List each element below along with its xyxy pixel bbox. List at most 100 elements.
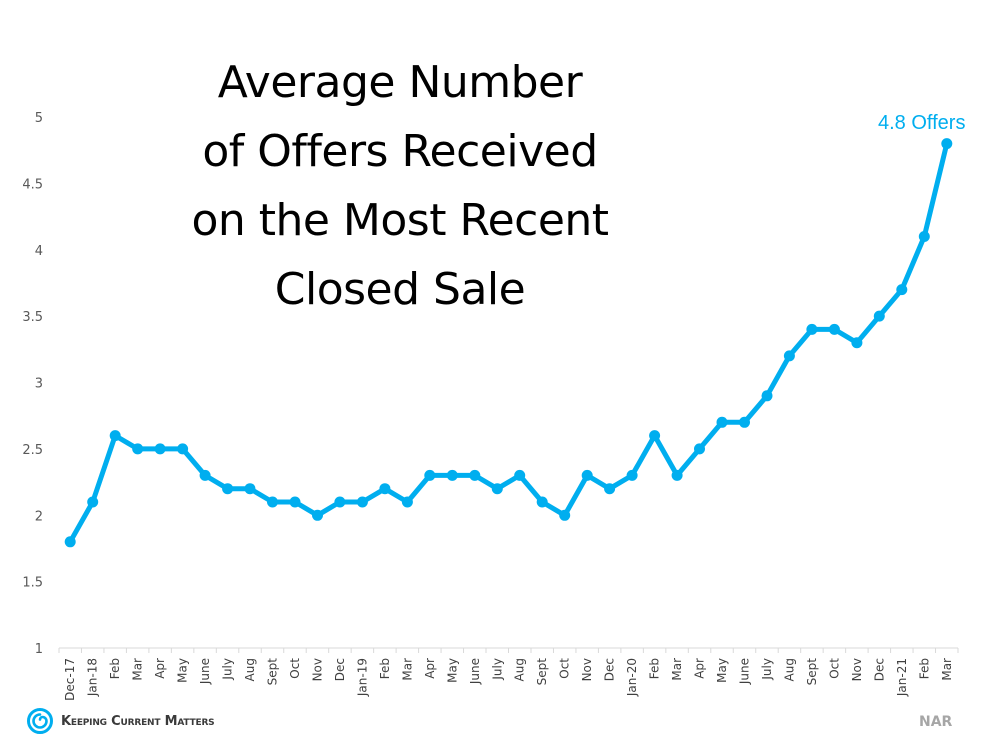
- x-tick-label: May: [715, 658, 729, 683]
- x-tick-label: June: [468, 658, 482, 685]
- data-point: [671, 469, 683, 481]
- x-tick-label: Nov: [580, 658, 594, 681]
- x-tick-label: Aug: [513, 658, 527, 681]
- data-point: [379, 483, 391, 495]
- data-point: [469, 469, 481, 481]
- y-tick-label: 5: [35, 111, 43, 126]
- data-point: [199, 469, 211, 481]
- data-point: [289, 496, 301, 508]
- y-tick-label: 2.5: [22, 443, 43, 458]
- x-tick-label: Apr: [423, 658, 437, 679]
- data-point: [334, 496, 346, 508]
- chart-title: Average Number of Offers Received on the…: [140, 48, 660, 324]
- x-tick-label: July: [490, 658, 504, 681]
- x-tick-label: Mar: [670, 658, 684, 681]
- title-line-4: Closed Sale: [274, 264, 526, 315]
- data-point: [132, 443, 144, 455]
- data-point: [761, 390, 773, 402]
- x-tick-label: Apr: [153, 658, 167, 679]
- y-tick-label: 1: [35, 642, 43, 657]
- data-point: [446, 469, 458, 481]
- logo-text: Keeping Current Matters: [61, 713, 215, 729]
- data-point: [154, 443, 166, 455]
- data-point: [87, 496, 99, 508]
- x-tick-label: Oct: [827, 658, 841, 679]
- data-point: [918, 231, 930, 242]
- source-label: NAR: [919, 714, 953, 730]
- x-tick-label: Sept: [805, 658, 819, 686]
- y-tick-label: 3: [35, 377, 43, 392]
- x-tick-label: Sept: [266, 658, 280, 686]
- y-tick-label: 4.5: [22, 177, 43, 192]
- data-point: [267, 496, 278, 508]
- data-point: [312, 509, 323, 521]
- x-tick-label: Mar: [940, 658, 954, 681]
- data-point: [626, 469, 638, 481]
- x-tick-label: Dec: [603, 658, 617, 681]
- x-tick-label: Dec-17: [63, 658, 77, 701]
- data-point: [559, 509, 571, 521]
- x-tick-label: Feb: [108, 658, 122, 679]
- data-point: [356, 496, 368, 508]
- data-point: [851, 337, 863, 349]
- peak-annotation: 4.8 Offers: [878, 112, 965, 134]
- x-tick-label: May: [176, 658, 190, 683]
- data-point: [536, 496, 548, 508]
- x-tick-label: June: [198, 658, 212, 685]
- data-point: [424, 469, 436, 481]
- data-point: [716, 416, 728, 428]
- x-tick-label: Oct: [288, 658, 302, 679]
- data-point: [177, 443, 189, 455]
- data-point: [739, 416, 750, 428]
- logo: Keeping Current Matters: [27, 706, 215, 736]
- data-point: [491, 483, 503, 495]
- x-tick-label: Feb: [378, 658, 392, 679]
- x-tick-label: Aug: [243, 658, 257, 681]
- y-axis: 1 1.5 2 2.5 3 3.5 4 4.5 5: [22, 111, 43, 657]
- data-point: [514, 469, 526, 481]
- x-tick-label: Apr: [693, 658, 707, 679]
- data-point: [873, 310, 885, 322]
- x-tick-label: Nov: [850, 658, 864, 681]
- data-point: [401, 496, 413, 508]
- data-point: [783, 350, 795, 362]
- x-tick-label: Dec: [872, 658, 886, 681]
- x-tick-label: June: [737, 658, 751, 685]
- data-point: [694, 443, 705, 455]
- x-tick-label: May: [445, 658, 459, 683]
- y-tick-label: 2: [35, 509, 43, 524]
- x-tick-label: Sept: [535, 658, 549, 686]
- data-point: [896, 284, 908, 296]
- x-tick-label: Aug: [782, 658, 796, 681]
- y-tick-label: 1.5: [22, 576, 43, 591]
- x-tick-label: Mar: [400, 658, 414, 681]
- title-line-2: of Offers Received: [202, 126, 598, 177]
- x-tick-label: July: [221, 658, 235, 681]
- x-tick-label: Mar: [131, 658, 145, 681]
- data-point: [109, 430, 121, 442]
- y-tick-label: 4: [35, 244, 43, 259]
- title-line-1: Average Number: [217, 57, 583, 108]
- data-point: [828, 323, 840, 335]
- x-tick-label: Jan-21: [895, 658, 909, 697]
- x-tick-label: Jan-20: [625, 658, 639, 697]
- title-line-3: on the Most Recent: [191, 195, 609, 246]
- data-point: [64, 536, 76, 548]
- x-tick-label: Nov: [310, 658, 324, 681]
- data-point: [806, 323, 818, 335]
- x-tick-label: Jan-18: [86, 658, 100, 697]
- x-axis: Dec-17 Jan-18 Feb Mar Apr May June July Aug Sept O…: [58, 647, 959, 701]
- x-tick-label: Jan-19: [355, 658, 369, 697]
- x-tick-label: Feb: [917, 658, 931, 679]
- data-series: [64, 138, 953, 548]
- x-tick-label: July: [760, 658, 774, 681]
- x-tick-label: Dec: [333, 658, 347, 681]
- data-point: [649, 430, 661, 442]
- data-point: [244, 483, 256, 495]
- x-tick-label: Feb: [648, 658, 662, 679]
- data-point: [222, 483, 234, 495]
- swirl-icon: [27, 708, 53, 734]
- x-tick-label: Oct: [558, 658, 572, 679]
- y-tick-label: 3.5: [22, 310, 43, 325]
